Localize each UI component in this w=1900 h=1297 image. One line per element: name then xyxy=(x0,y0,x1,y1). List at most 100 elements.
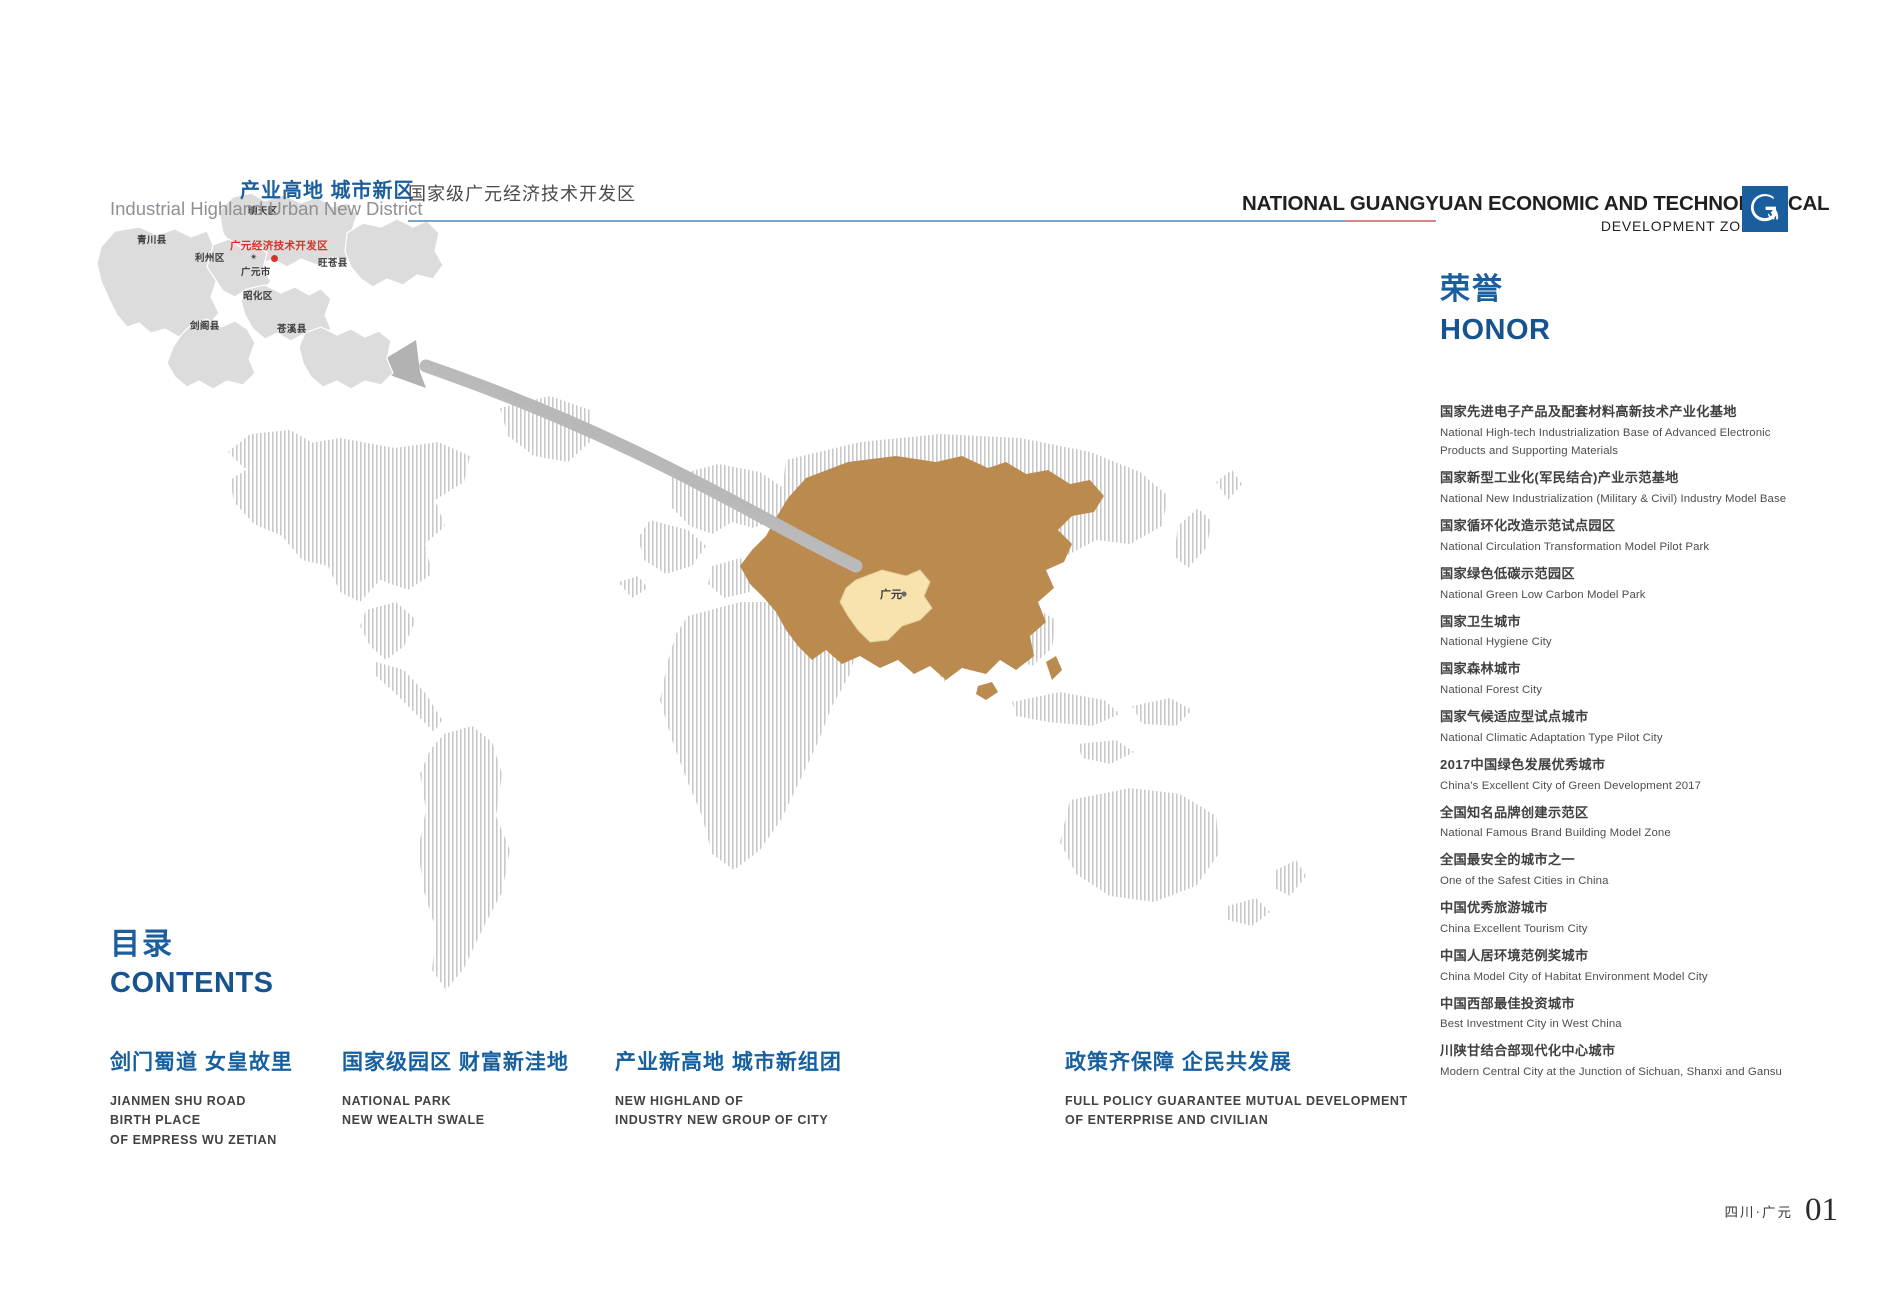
honor-item: 川陕甘结合部现代化中心城市 Modern Central City at the… xyxy=(1440,1041,1860,1081)
header-slogan-en: Industrial Highland Urban New District xyxy=(110,198,423,219)
header-title-en-2: DEVELOPMENT ZONE xyxy=(1600,218,1762,234)
toc-entry[interactable]: 政策齐保障 企民共发展 FULL POLICY GUARANTEE MUTUAL… xyxy=(1065,1046,1408,1131)
region-label-chaotian: 朝天区 xyxy=(248,206,278,217)
honor-item: 中国优秀旅游城市 China Excellent Tourism City xyxy=(1440,898,1860,938)
honor-item-cn: 国家卫生城市 xyxy=(1440,613,1521,629)
honor-item-en-line: Products and Supporting Materials xyxy=(1440,445,1619,458)
toc-entry-title-cn: 政策齐保障 企民共发展 xyxy=(1065,1051,1292,1074)
honor-item-en: China Excellent Tourism City xyxy=(1440,922,1588,935)
toc-line: OF EMPRESS WU ZETIAN xyxy=(110,1132,277,1147)
toc-entry[interactable]: 产业新高地 城市新组团 NEW HIGHLAND OF INDUSTRY NEW… xyxy=(615,1046,842,1131)
honor-item-en: Modern Central City at the Junction of S… xyxy=(1440,1066,1782,1079)
contents-title-en: CONTENTS xyxy=(110,966,274,999)
toc-entry-title-cn: 国家级园区 财富新洼地 xyxy=(342,1051,569,1074)
toc-line: OF ENTERPRISE AND CIVILIAN xyxy=(1065,1113,1269,1128)
honor-item-cn: 国家循环化改造示范试点园区 xyxy=(1440,518,1616,533)
page-footer: 四川·广元 01 xyxy=(1724,1192,1839,1228)
region-label-guangyuan-city: 广元市 xyxy=(241,267,271,278)
toc-entry-subtitle-en: JIANMEN SHU ROAD BIRTH PLACE OF EMPRESS … xyxy=(110,1092,293,1150)
honor-item-en: China Model City of Habitat Environment … xyxy=(1440,970,1708,983)
toc-line: BIRTH PLACE xyxy=(110,1113,201,1128)
honor-item-en: National Famous Brand Building Model Zon… xyxy=(1440,827,1671,840)
honor-item: 国家森林城市 National Forest City xyxy=(1440,659,1860,699)
toc-line: NEW HIGHLAND OF xyxy=(615,1094,744,1108)
honor-item-en: National Hygiene City xyxy=(1440,636,1552,649)
honor-item: 国家气候适应型试点城市 National Climatic Adaptation… xyxy=(1440,707,1860,747)
toc-entry[interactable]: 剑门蜀道 女皇故里 JIANMEN SHU ROAD BIRTH PLACE O… xyxy=(110,1046,293,1150)
sichuan-province xyxy=(839,569,933,643)
curved-pointer-arrow xyxy=(370,340,863,573)
contents-title-cn: 目录 xyxy=(110,928,174,961)
footer-location: 四川·广元 xyxy=(1724,1204,1793,1220)
header-subtitle-cn: 国家级广元经济技术开发区 xyxy=(408,184,636,204)
region-label-qingchuan: 青川县 xyxy=(137,235,167,246)
honor-item-en: National Climatic Adaptation Type Pilot … xyxy=(1440,731,1663,744)
china-highlight: 广元 xyxy=(740,456,1104,700)
honor-item-cn: 2017中国绿色发展优秀城市 xyxy=(1440,756,1606,772)
china-landmass xyxy=(740,456,1104,680)
toc-entry-title-cn: 剑门蜀道 女皇故里 xyxy=(110,1051,293,1074)
honor-item: 中国西部最佳投资城市 Best Investment City in West … xyxy=(1440,994,1860,1034)
honor-item-cn: 国家气候适应型试点城市 xyxy=(1440,709,1589,725)
honor-item-en: China’s Excellent City of Green Developm… xyxy=(1440,779,1702,792)
honor-item: 国家绿色低碳示范园区 National Green Low Carbon Mod… xyxy=(1440,564,1860,604)
honor-item-cn: 中国优秀旅游城市 xyxy=(1440,900,1548,916)
region-label-zhaohua: 昭化区 xyxy=(243,291,273,302)
honor-item-en: National High-tech Industrialization Bas… xyxy=(1440,424,1860,461)
region-label-jiange: 剑阁县 xyxy=(190,321,220,332)
honor-item: 2017中国绿色发展优秀城市 China’s Excellent City of… xyxy=(1440,755,1860,795)
honor-item-cn: 国家绿色低碳示范园区 xyxy=(1440,565,1575,581)
toc-line: NEW WEALTH SWALE xyxy=(342,1113,485,1128)
honor-item-cn: 国家新型工业化(军民结合)产业示范基地 xyxy=(1440,470,1679,486)
world-map: 广元 xyxy=(220,330,1370,1030)
table-of-contents: 剑门蜀道 女皇故里 JIANMEN SHU ROAD BIRTH PLACE O… xyxy=(110,1046,1410,1156)
honor-item-en: National Forest City xyxy=(1440,684,1543,697)
toc-entry[interactable]: 国家级园区 财富新洼地 NATIONAL PARK NEW WEALTH SWA… xyxy=(342,1046,569,1131)
honor-item: 国家先进电子产品及配套材料高新技术产业化基地 National High-tec… xyxy=(1440,402,1860,461)
honor-item-cn: 中国人居环境范例奖城市 xyxy=(1440,947,1589,963)
toc-line: FULL POLICY GUARANTEE MUTUAL DEVELOPMENT xyxy=(1065,1094,1408,1108)
toc-line: NATIONAL PARK xyxy=(342,1094,452,1108)
header-slogan-cn: 产业高地 城市新区 xyxy=(240,180,415,202)
page-header: 产业高地 城市新区 Industrial Highland Urban New … xyxy=(0,86,1900,234)
toc-line: JIANMEN SHU ROAD xyxy=(110,1094,246,1108)
header-rule-accent xyxy=(1346,220,1436,222)
guangyuan-region-map: 朝天区 青川县 旺苍县 利州区 广元市 昭化区 剑阁县 苍溪县 广元经济技术开发… xyxy=(95,175,465,415)
region-label-cangxi: 苍溪县 xyxy=(277,324,307,335)
china-map-city-label: 广元 xyxy=(880,587,902,601)
development-zone-dot xyxy=(271,255,278,262)
honor-item-en: National Circulation Transformation Mode… xyxy=(1440,540,1710,553)
honor-item: 国家卫生城市 National Hygiene City xyxy=(1440,612,1860,652)
honor-item-en: Best Investment City in West China xyxy=(1440,1018,1622,1031)
contents-heading: 目录 CONTENTS xyxy=(110,928,274,1000)
honor-item-cn: 中国西部最佳投资城市 xyxy=(1440,995,1575,1011)
header-title-en: NATIONAL GUANGYUAN ECONOMIC AND TECHNOLO… xyxy=(1242,192,1830,215)
honor-item-en: National Green Low Carbon Model Park xyxy=(1440,588,1646,601)
honor-item-cn: 全国知名品牌创建示范区 xyxy=(1440,804,1589,820)
toc-entry-subtitle-en: NATIONAL PARK NEW WEALTH SWALE xyxy=(342,1092,569,1131)
page-number: 01 xyxy=(1805,1192,1838,1228)
honor-item-cn: 全国最安全的城市之一 xyxy=(1440,852,1575,868)
honor-item-en-line: National High-tech Industrialization Bas… xyxy=(1440,426,1771,439)
capital-star-icon: ✴ xyxy=(250,252,258,262)
honor-item: 国家循环化改造示范试点园区 National Circulation Trans… xyxy=(1440,516,1860,556)
honor-item-en: One of the Safest Cities in China xyxy=(1440,875,1609,888)
toc-entry-title-cn: 产业新高地 城市新组团 xyxy=(615,1051,842,1074)
honor-item: 国家新型工业化(军民结合)产业示范基地 National New Industr… xyxy=(1440,468,1860,508)
guangyuan-city-dot xyxy=(901,591,907,597)
honor-item: 全国最安全的城市之一 One of the Safest Cities in C… xyxy=(1440,850,1860,890)
toc-entry-subtitle-en: FULL POLICY GUARANTEE MUTUAL DEVELOPMENT… xyxy=(1065,1092,1408,1131)
honor-item-en: National New Industrialization (Military… xyxy=(1440,493,1787,506)
honor-title-cn: 荣誉 xyxy=(1440,273,1504,306)
header-rule-mid xyxy=(1166,220,1346,222)
guangyuan-g-swirl-logo-icon xyxy=(1742,186,1788,232)
region-label-wangcang: 旺苍县 xyxy=(318,258,348,269)
region-label-development-zone: 广元经济技术开发区 xyxy=(230,240,329,252)
honor-list: 国家先进电子产品及配套材料高新技术产业化基地 National High-tec… xyxy=(1440,402,1860,1089)
honor-item-cn: 川陕甘结合部现代化中心城市 xyxy=(1440,1043,1616,1059)
honor-item-cn: 国家先进电子产品及配套材料高新技术产业化基地 xyxy=(1440,404,1737,419)
honor-heading: 荣誉 HONOR xyxy=(1440,272,1840,347)
region-label-lizhou: 利州区 xyxy=(195,253,225,264)
honor-item: 中国人居环境范例奖城市 China Model City of Habitat … xyxy=(1440,946,1860,986)
